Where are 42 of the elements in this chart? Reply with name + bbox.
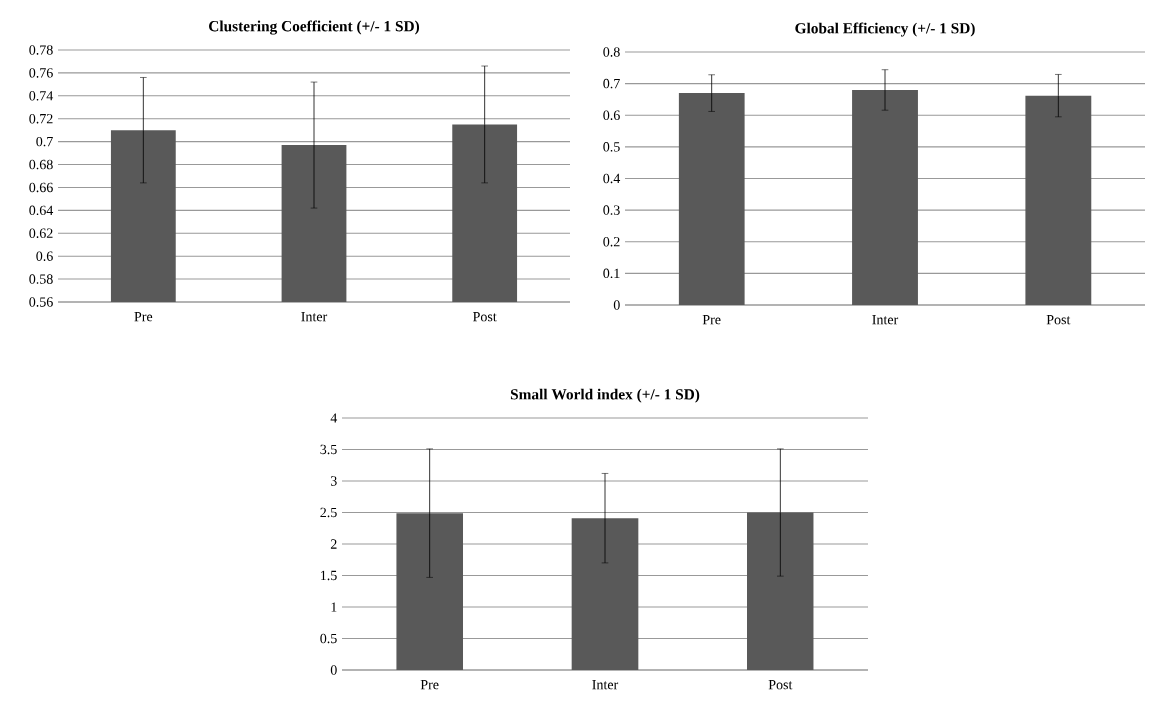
y-tick-label: 0.56	[29, 297, 53, 307]
y-tick-label: 0	[330, 665, 337, 675]
x-tick-label: Pre	[702, 315, 721, 325]
x-tick-label: Post	[473, 312, 497, 322]
y-tick-label: 0.66	[29, 182, 53, 193]
y-tick-label: 1.5	[321, 570, 337, 581]
y-tick-label: 0.64	[29, 205, 54, 216]
y-tick-label: 0.1	[603, 268, 620, 279]
y-tick-label: 0.74	[29, 91, 54, 101]
y-tick-label: 0.72	[29, 113, 53, 124]
y-tick-label: 0.7	[36, 136, 53, 147]
y-tick-label: 3.5	[320, 444, 337, 455]
y-tick-label: 0.76	[29, 68, 53, 78]
x-tick-label: Pre	[420, 680, 439, 690]
y-tick-label: 0.6	[603, 110, 620, 120]
y-tick-label: 1	[331, 602, 337, 612]
chart-title: Clustering Coefficient (+/- 1 SD)	[209, 20, 420, 35]
y-tick-label: 0.5	[603, 142, 620, 152]
y-tick-label: 0.7	[603, 78, 620, 89]
y-tick-label: 0.3	[603, 205, 620, 215]
y-tick-label: 0.6	[36, 251, 53, 261]
x-tick-label: Inter	[301, 312, 328, 322]
y-tick-label: 0.5	[320, 633, 337, 644]
y-tick-label: 0.58	[29, 274, 53, 284]
y-tick-label: 3	[330, 476, 337, 486]
y-tick-label: 0.62	[29, 228, 53, 239]
y-tick-label: 0	[613, 300, 620, 310]
y-tick-label: 0.2	[603, 237, 620, 247]
y-tick-label: 0.8	[603, 47, 620, 57]
x-tick-label: Inter	[592, 680, 619, 690]
y-tick-label: 2	[330, 539, 337, 549]
y-tick-label: 0.4	[603, 173, 621, 184]
x-tick-label: Inter	[872, 315, 899, 325]
y-tick-label: 0.78	[29, 45, 53, 55]
x-tick-label: Post	[1046, 315, 1071, 325]
chart-title: Global Efficiency (+/- 1 SD)	[795, 22, 975, 37]
x-tick-label: Post	[768, 680, 793, 690]
y-tick-label: 0.68	[29, 159, 53, 170]
chart-title: Small World index (+/- 1 SD)	[510, 388, 700, 403]
x-tick-label: Pre	[134, 312, 153, 322]
y-tick-label: 2.5	[320, 507, 337, 518]
y-tick-label: 4	[330, 413, 338, 423]
